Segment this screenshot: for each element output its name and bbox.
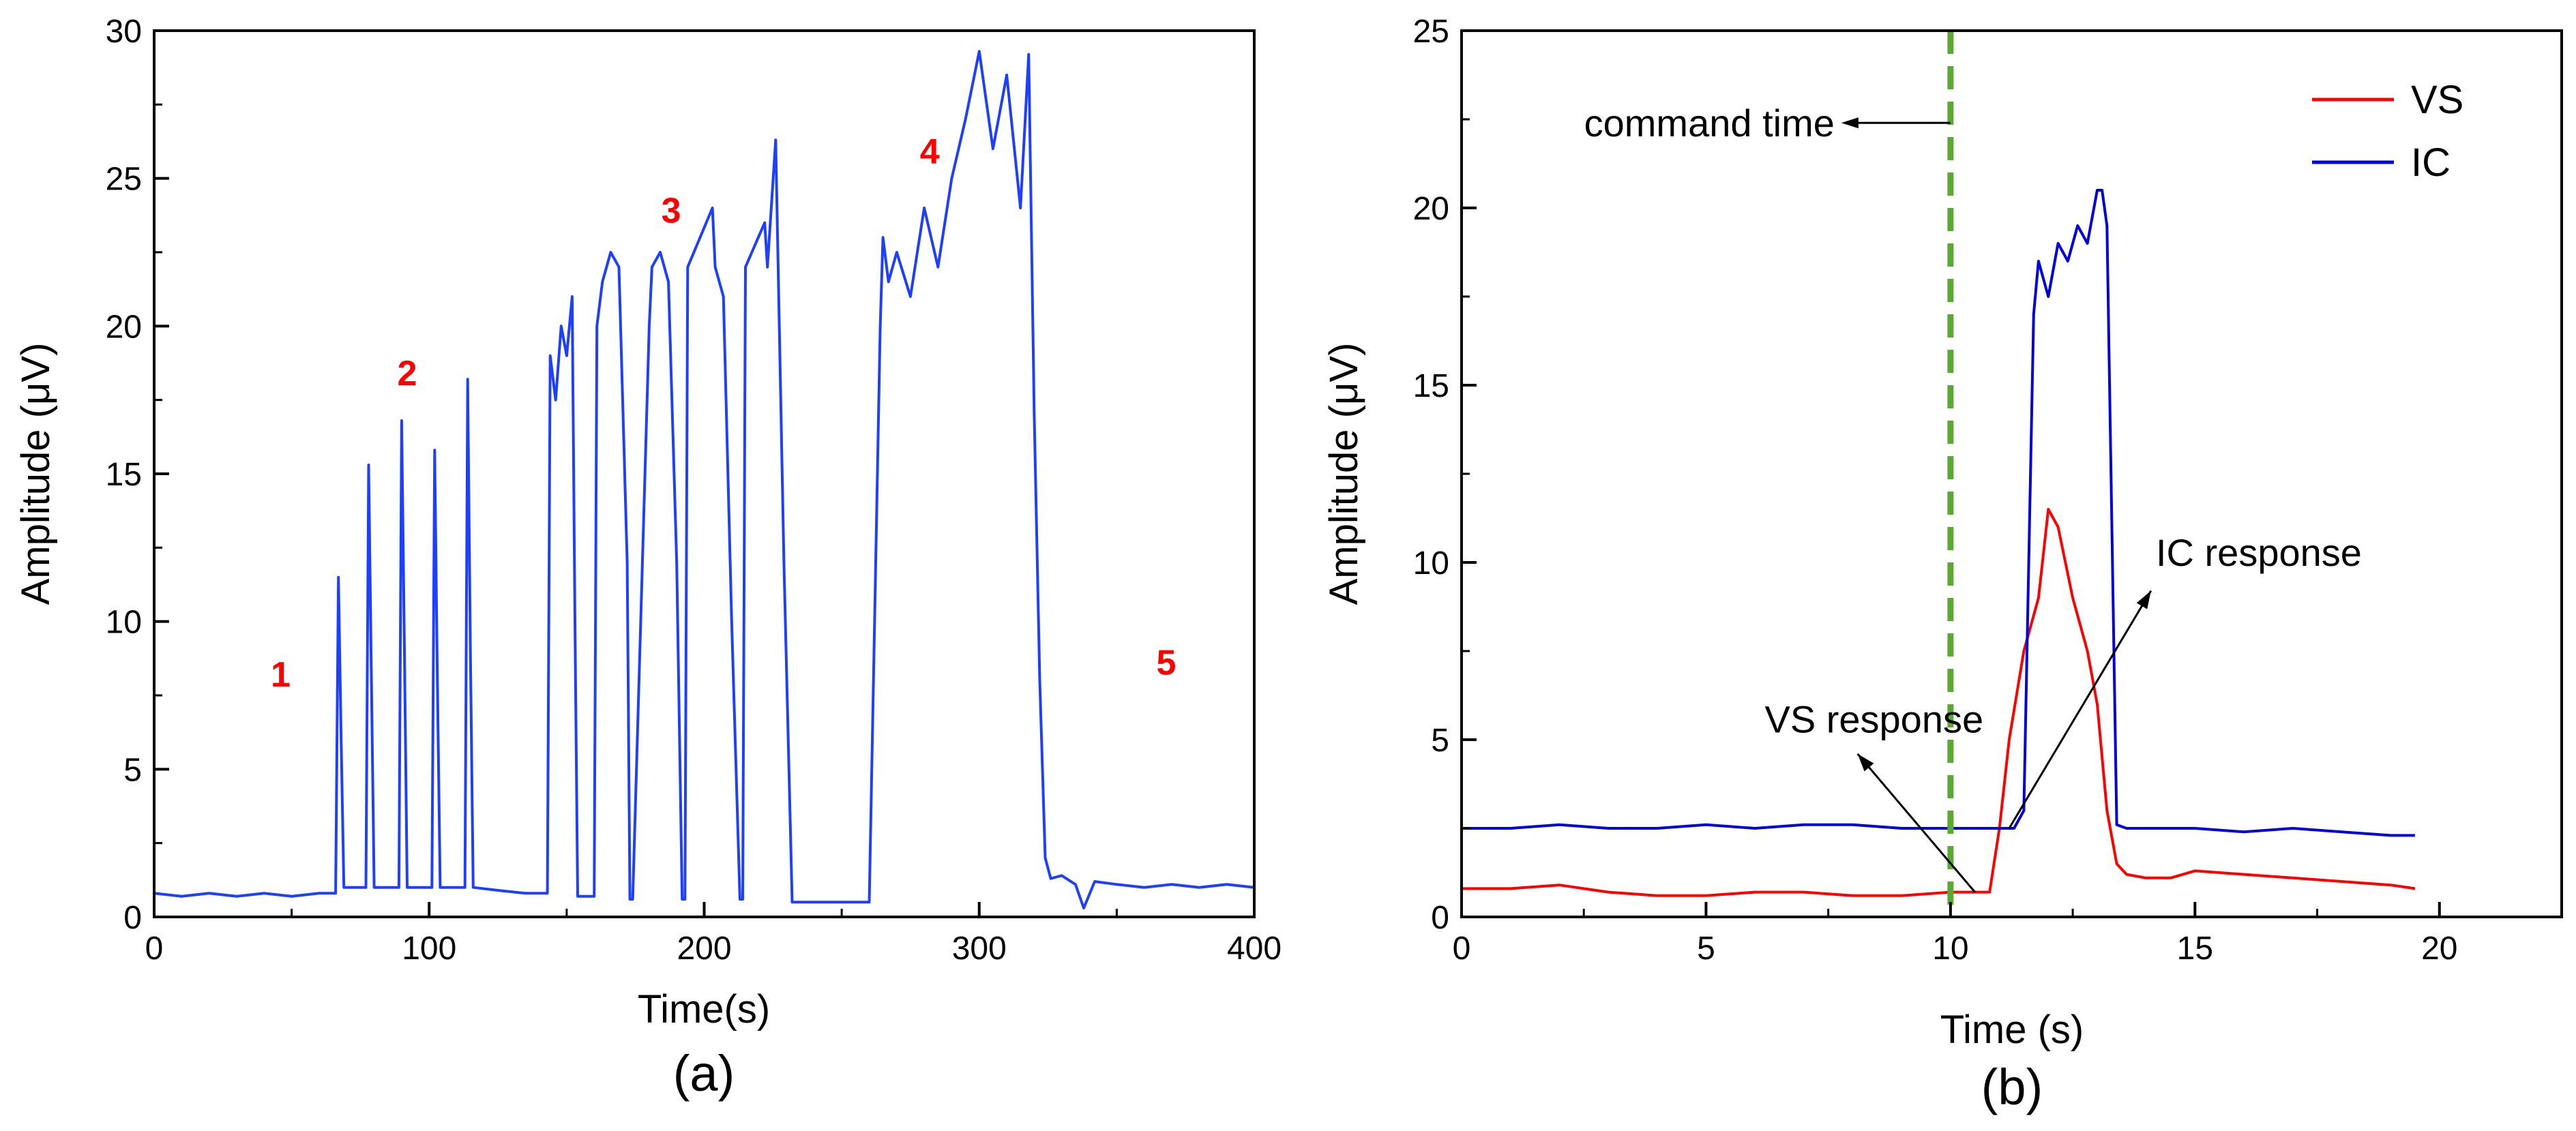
chart-b-line-ic — [1462, 189, 2415, 837]
vs-response-arrow-head — [1857, 753, 1874, 772]
chart-a-xtick-label: 0 — [145, 931, 164, 967]
chart-a-ytick-label: 20 — [106, 309, 142, 345]
chart-a-annotation: 5 — [1156, 644, 1176, 683]
chart-b-xtick-label: 5 — [1697, 931, 1715, 967]
chart-b-legend: VS IC — [2312, 78, 2463, 185]
chart-b-annotation: VS response — [1764, 698, 1983, 741]
chart-a-caption: (a) — [673, 1045, 735, 1102]
chart-b-xtick-label: 10 — [1932, 931, 1968, 967]
chart-b-series — [1462, 189, 2416, 897]
chart-a-ytick-label: 15 — [106, 457, 142, 493]
chart-a-series — [153, 50, 1255, 909]
chart-b-annotation: IC response — [2156, 531, 2362, 574]
chart-a-xlabel: Time(s) — [638, 987, 770, 1031]
chart-a-annotation: 4 — [920, 132, 940, 172]
chart-b-annotations: VS response IC response — [1764, 531, 2362, 893]
chart-a-xtick-label: 100 — [402, 931, 456, 967]
ic-response-arrow-head — [2136, 590, 2151, 609]
legend-label-ic: IC — [2411, 140, 2451, 185]
chart-b-ytick-label: 25 — [1413, 14, 1449, 50]
chart-b-ytick-label: 10 — [1413, 545, 1449, 582]
command-time-arrowhead — [1841, 117, 1859, 129]
chart-b-ytick-label: 20 — [1413, 191, 1449, 227]
chart-b-ytick-label: 15 — [1413, 368, 1449, 404]
chart-a-ytick-label: 5 — [123, 752, 142, 788]
chart-b-xtick-label: 15 — [2177, 931, 2213, 967]
chart-a-annotations: 1 2 3 4 5 — [271, 132, 1176, 695]
legend-label-vs: VS — [2411, 78, 2463, 122]
chart-b-xlabel: Time (s) — [1940, 1008, 2084, 1052]
chart-b: command time 0 5 10 15 20 0 5 10 15 20 25 VS respo… — [1322, 14, 2563, 1115]
chart-b-command-time: command time — [1584, 31, 1954, 917]
chart-b-xtick-label: 0 — [1453, 931, 1471, 967]
chart-a-xtick-label: 200 — [677, 931, 731, 967]
chart-b-axis-ticks: 0 5 10 15 20 0 5 10 15 20 25 — [1413, 14, 2458, 967]
vs-response-arrow — [1856, 753, 1976, 893]
chart-a-ytick-label: 30 — [106, 14, 142, 50]
chart-b-ytick-label: 0 — [1431, 900, 1449, 936]
chart-b-caption: (b) — [1981, 1059, 2043, 1115]
chart-a-annotation: 3 — [662, 192, 681, 231]
chart-b-xtick-label: 20 — [2421, 931, 2457, 967]
command-time-label: command time — [1584, 102, 1835, 145]
chart-a-xtick-label: 400 — [1227, 931, 1282, 967]
chart-a-ylabel: Amplitude (μV) — [14, 343, 58, 605]
chart-a-xtick-label: 300 — [952, 931, 1007, 967]
chart-a-ytick-label: 0 — [123, 900, 142, 936]
chart-b-line-vs — [1462, 508, 2416, 897]
chart-a-annotation: 2 — [398, 354, 417, 393]
chart-b-ytick-label: 5 — [1431, 723, 1449, 759]
chart-b-ylabel: Amplitude (μV) — [1322, 343, 1366, 605]
chart-a-line-signal — [153, 50, 1255, 909]
chart-a-annotation: 1 — [271, 655, 291, 695]
chart-a-ytick-label: 10 — [106, 605, 142, 641]
chart-a-ytick-label: 25 — [106, 162, 142, 198]
ic-response-arrow — [2008, 590, 2152, 829]
